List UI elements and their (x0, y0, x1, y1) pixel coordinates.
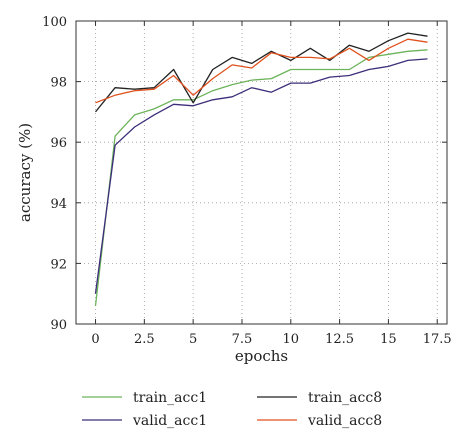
y-tick-label: 96 (50, 136, 67, 151)
legend-label-train-acc8: train_acc8 (308, 390, 382, 406)
series-line-valid-acc1 (94, 58, 428, 294)
y-tick-label: 90 (50, 318, 67, 333)
plot-frame (75, 20, 448, 325)
legend: train_acc1 valid_acc1 train_acc8 valid_acc8 (82, 390, 382, 429)
x-tick-label: 0 (91, 332, 99, 347)
x-tick-label: 15 (380, 332, 397, 347)
y-tick-label: 94 (50, 197, 67, 212)
series-lines (94, 32, 428, 306)
x-tick-label: 2.5 (134, 332, 155, 347)
y-axis-label: accuracy (%) (16, 123, 34, 222)
series-line-train-acc1 (94, 49, 428, 306)
legend-label-train-acc1: train_acc1 (133, 390, 207, 406)
x-tick-label: 7.5 (232, 332, 253, 347)
series-line-valid-acc8 (95, 38, 428, 104)
series-line-train-acc8 (94, 32, 428, 113)
x-tick-label: 17.5 (423, 332, 452, 347)
y-tick-label: 100 (42, 15, 67, 30)
legend-label-valid-acc8: valid_acc8 (307, 413, 382, 429)
grid-lines (76, 20, 447, 325)
y-tick-label: 98 (50, 76, 67, 91)
legend-label-valid-acc1: valid_acc1 (132, 413, 207, 429)
x-tick-label: 10 (283, 332, 300, 347)
x-tick-label: 5 (189, 332, 197, 347)
axis-ticks: 0 2.5 5 7.5 10 12.5 15 17.5 90 92 94 96 98 100 (42, 15, 452, 347)
y-tick-label: 92 (50, 257, 67, 272)
x-tick-label: 12.5 (325, 332, 354, 347)
x-axis-label: epochs (235, 347, 288, 365)
